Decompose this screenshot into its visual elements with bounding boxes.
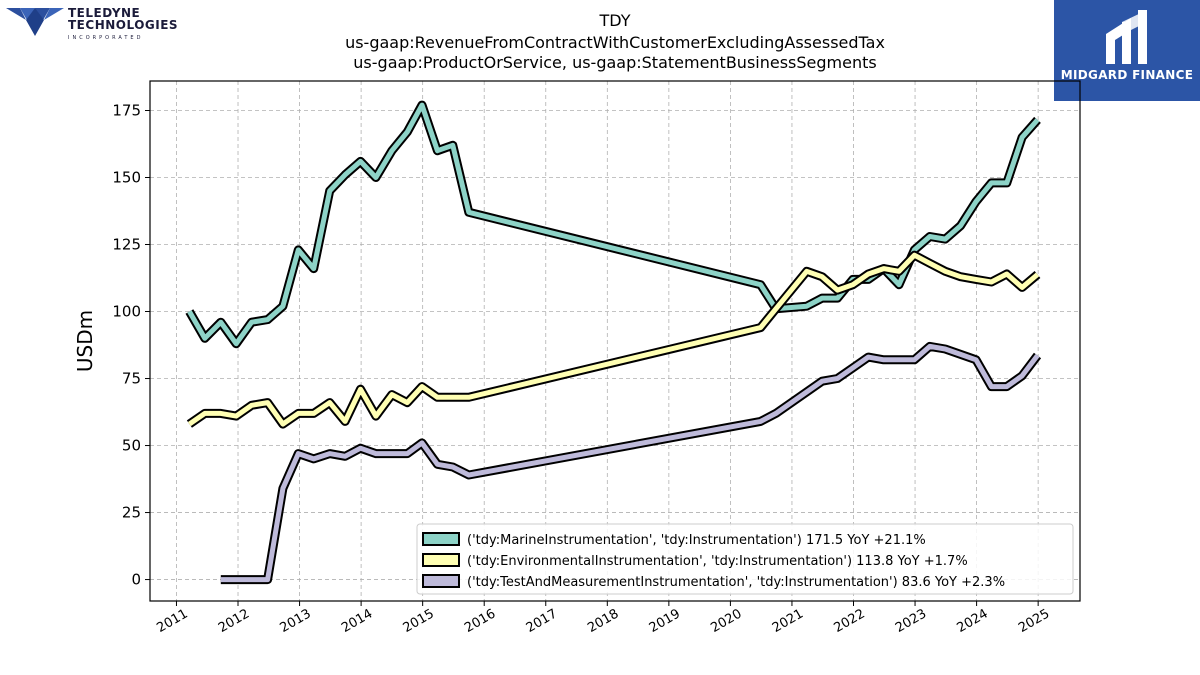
chart-title-line-1: TDY — [599, 11, 631, 30]
teledyne-logo: TELEDYNE TECHNOLOGIES INCORPORATED — [6, 6, 181, 42]
x-tick-label: 2025 — [1016, 606, 1052, 636]
legend-box — [416, 523, 1074, 595]
midgard-finance-logo: MIDGARD FINANCE — [1054, 0, 1200, 101]
series-line-0 — [187, 102, 1040, 347]
y-tick-label: 150 — [112, 168, 141, 186]
x-tick-label: 2024 — [955, 606, 991, 636]
y-tick-label: 50 — [122, 437, 141, 455]
legend-swatch — [422, 532, 460, 546]
y-tick-label: 100 — [112, 303, 141, 321]
series-outline-0 — [185, 100, 1041, 349]
y-tick-label: 125 — [112, 236, 141, 254]
x-axis: 2011 2012 2013 2014 2015 2016 2017 2018 2019 2020… — [154, 601, 1052, 636]
x-tick-label: 2012 — [216, 606, 252, 636]
x-tick-label: 2014 — [339, 606, 375, 636]
y-tick-label: 75 — [122, 370, 141, 388]
x-tick-label: 2019 — [647, 606, 683, 636]
chart-title: TDY us-gaap:RevenueFromContractWithCusto… — [345, 11, 885, 72]
x-tick-label: 2020 — [708, 606, 744, 636]
x-tick-label: 2016 — [462, 606, 498, 636]
y-tick-label: 25 — [122, 504, 141, 522]
x-tick-label: 2017 — [524, 606, 560, 636]
x-tick-label: 2018 — [585, 606, 621, 636]
series-layer — [185, 100, 1042, 585]
series-line-2 — [220, 343, 1040, 583]
x-tick-label: 2015 — [401, 606, 437, 636]
y-tick-label: 175 — [112, 101, 141, 119]
teledyne-logo-line3: INCORPORATED — [68, 35, 144, 41]
midgard-finance-wordmark: MIDGARD FINANCE — [1060, 68, 1194, 82]
plot-area-frame — [149, 80, 1081, 602]
y-tick-label: 0 — [131, 571, 141, 589]
x-tick-label: 2013 — [278, 606, 314, 636]
legend: ('tdy:MarineInstrumentation', 'tdy:Instr… — [416, 523, 1074, 595]
legend-entry-label: ('tdy:EnvironmentalInstrumentation', 'td… — [467, 554, 968, 569]
chart-title-line-3: us-gaap:ProductOrService, us-gaap:Statem… — [353, 53, 876, 72]
midgard-emblem-icon — [1106, 10, 1147, 64]
x-tick-label: 2022 — [831, 606, 867, 636]
y-axis: 0 25 50 75 100 125 150 175 — [112, 101, 150, 589]
x-tick-label: 2023 — [893, 606, 929, 636]
y-axis-label: USDm — [73, 310, 97, 372]
teledyne-chevron-icon — [6, 8, 64, 36]
series-outline-1 — [186, 250, 1041, 429]
grid-lines — [150, 81, 1080, 601]
x-tick-label: 2011 — [154, 606, 190, 636]
series-line-1 — [187, 252, 1040, 427]
teledyne-logo-line1: TELEDYNE — [68, 6, 141, 20]
teledyne-logo-line2: TECHNOLOGIES — [68, 18, 179, 32]
legend-swatch — [422, 553, 460, 567]
chart-title-line-2: us-gaap:RevenueFromContractWithCustomerE… — [345, 33, 885, 52]
x-tick-label: 2021 — [770, 606, 806, 636]
legend-entry-label: ('tdy:MarineInstrumentation', 'tdy:Instr… — [467, 533, 926, 548]
legend-swatch — [422, 574, 460, 588]
legend-entry-label: ('tdy:TestAndMeasurementInstrumentation'… — [467, 575, 1005, 590]
